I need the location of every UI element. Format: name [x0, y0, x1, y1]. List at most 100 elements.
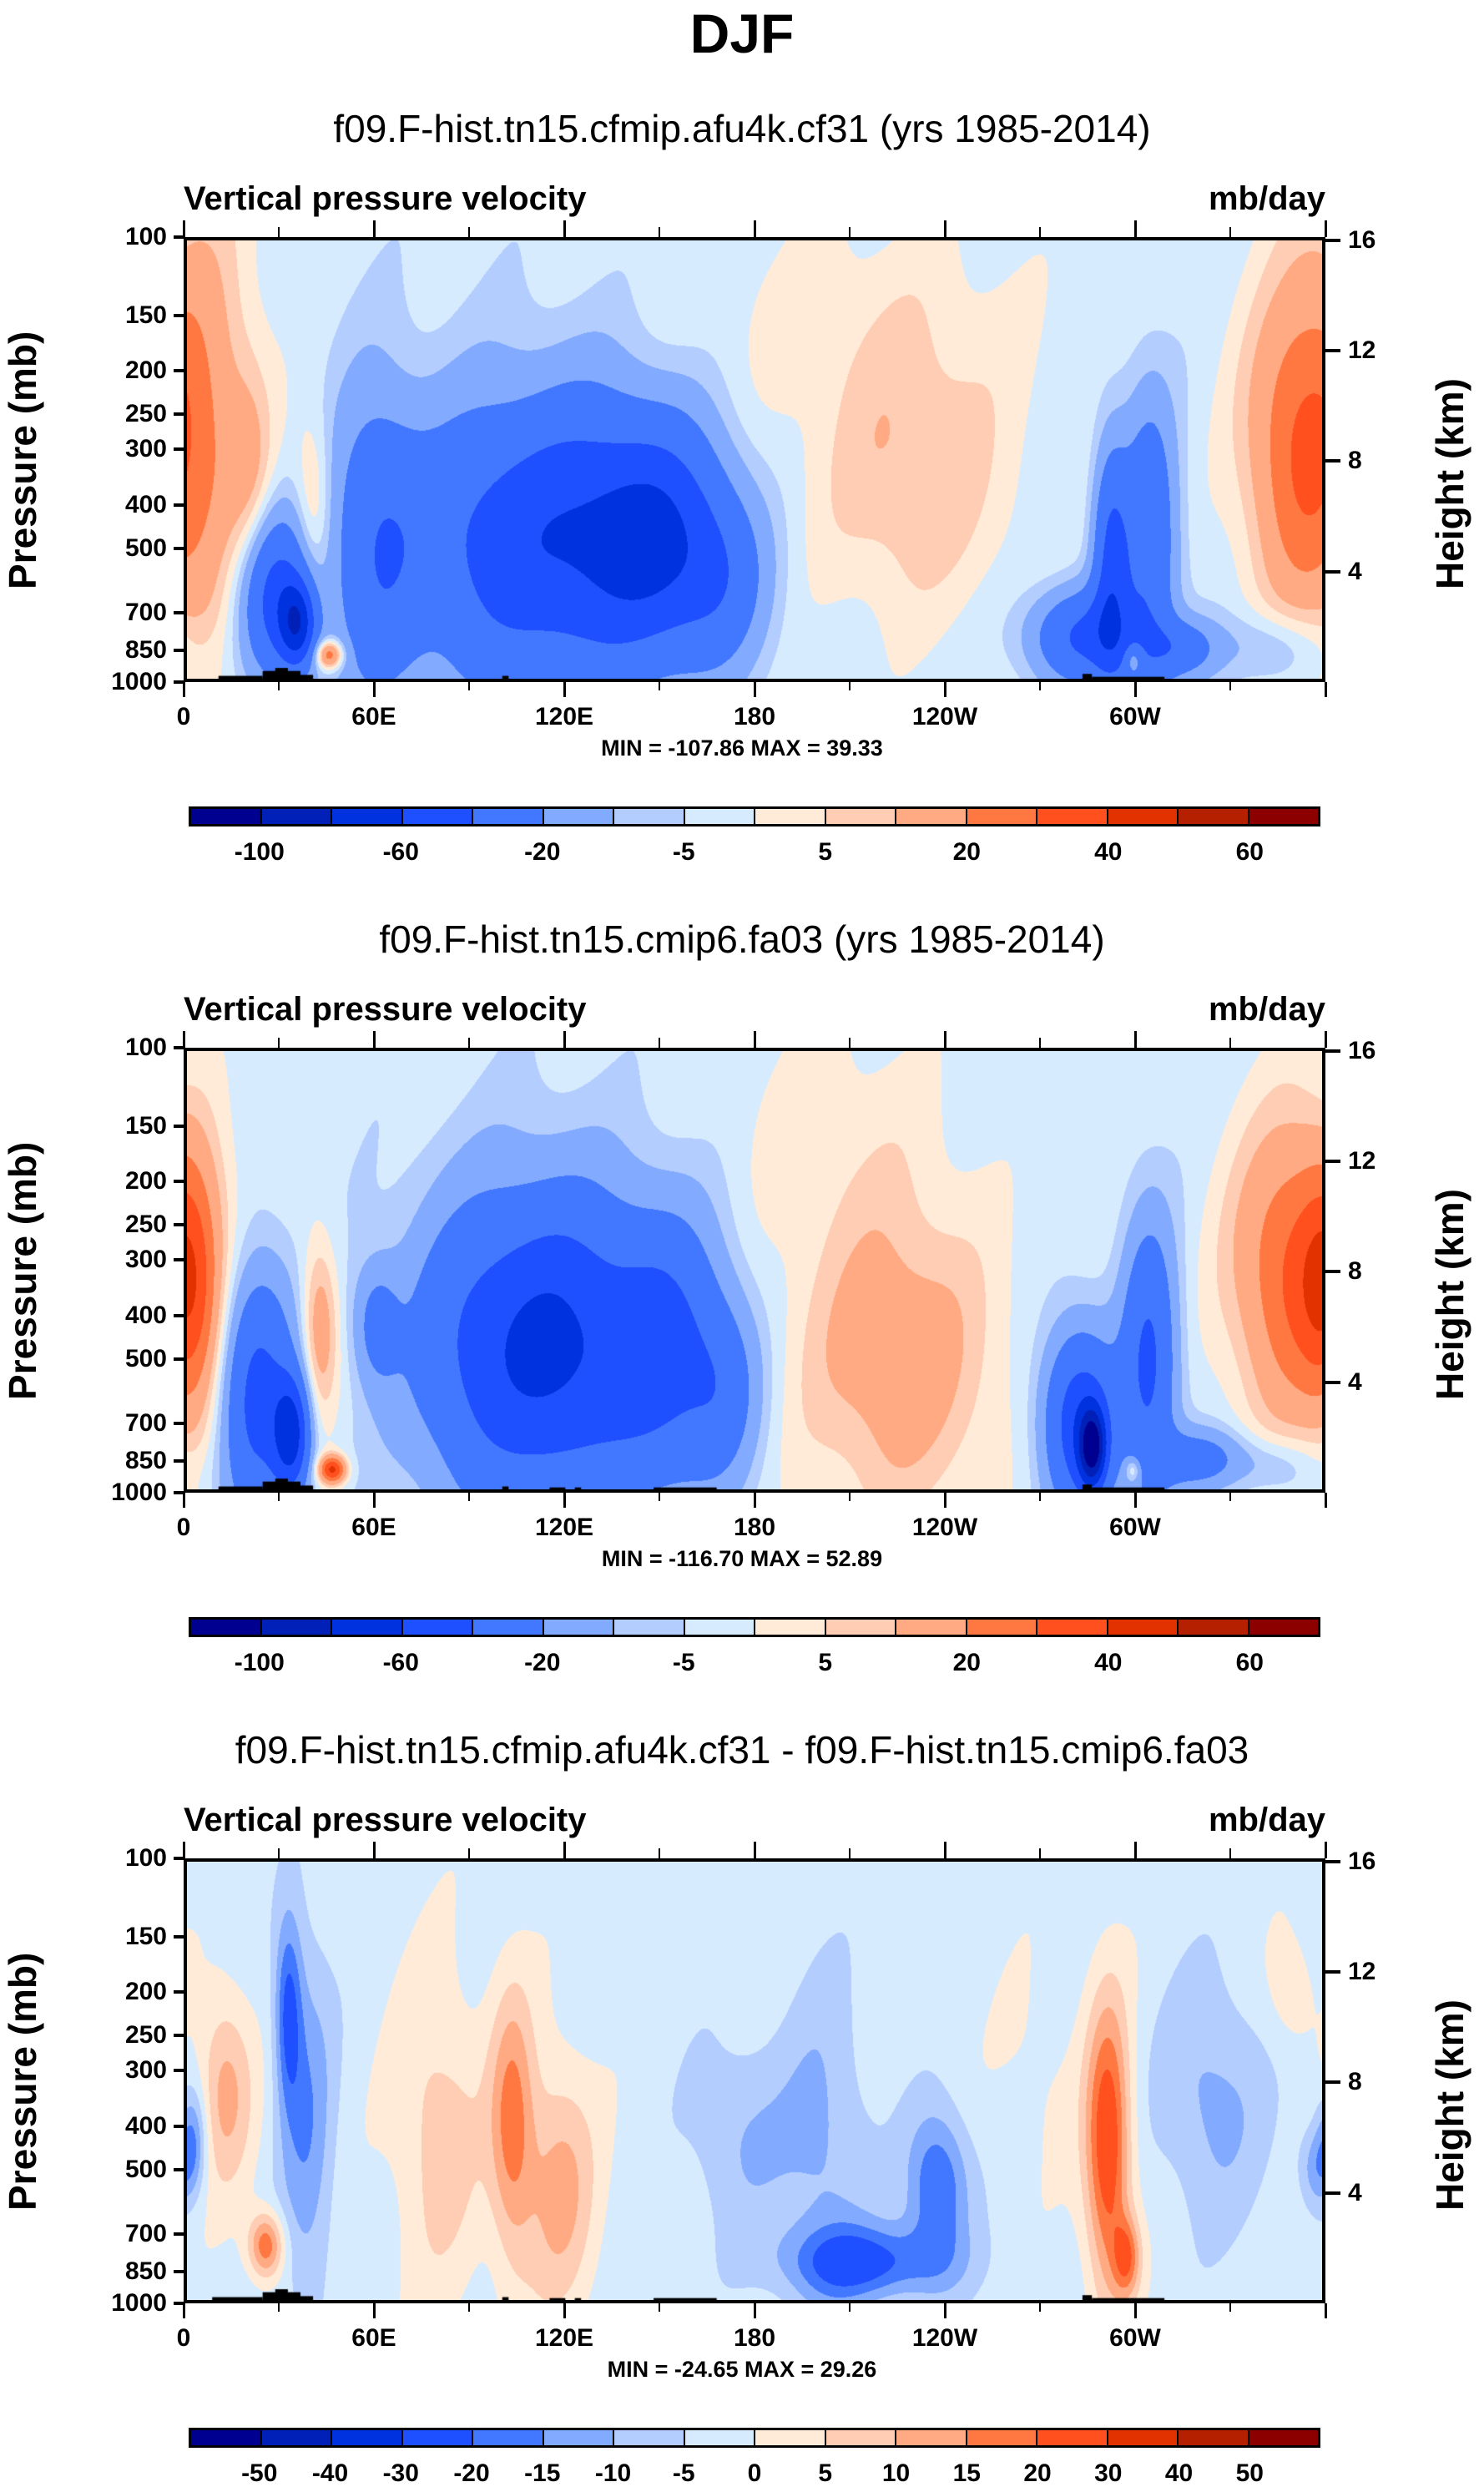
- y-tick-label: 500: [124, 533, 167, 562]
- height-tick: [1325, 1859, 1340, 1863]
- plot-area: [184, 237, 1325, 682]
- y-tick: [174, 503, 184, 507]
- colorbar-box: [755, 809, 826, 824]
- x-tick-top: [373, 1031, 376, 1048]
- colorbar-label: 20: [952, 1649, 981, 1676]
- height-tick: [1325, 1049, 1340, 1053]
- contour-field: [187, 1862, 1322, 2300]
- colorbar-box: [1108, 2430, 1179, 2445]
- x-tick-top: [1039, 227, 1041, 237]
- y-tick: [174, 1934, 184, 1939]
- colorbar-box: [543, 2430, 614, 2445]
- x-tick-top: [1039, 1848, 1041, 1858]
- x-tick-top: [1325, 220, 1327, 237]
- x-tick: [1039, 2303, 1041, 2312]
- y-tick: [174, 1124, 184, 1128]
- x-tick-top: [563, 1031, 566, 1048]
- y-tick-label: 1000: [111, 1479, 167, 1506]
- y-tick: [174, 2167, 184, 2171]
- x-tick-top: [944, 1031, 946, 1048]
- height-tick: [1325, 459, 1340, 463]
- x-tick: [944, 2303, 946, 2318]
- y-tick-label: 850: [124, 636, 167, 665]
- colorbar-box: [684, 2430, 755, 2445]
- figure-title: DJF: [689, 3, 795, 64]
- colorbar-box: [684, 809, 755, 824]
- height-tick: [1325, 349, 1340, 353]
- x-tick-top: [1229, 1848, 1231, 1858]
- y-tick: [174, 447, 184, 452]
- y-tick: [174, 2034, 184, 2038]
- units-label: mb/day: [1208, 180, 1325, 217]
- y-tick: [174, 1857, 184, 1860]
- colorbar-label: -5: [672, 1649, 695, 1676]
- y-tick: [174, 313, 184, 317]
- colorbar-label: -15: [524, 2459, 561, 2487]
- y-tick: [174, 1313, 184, 1317]
- x-tick-label: 60E: [351, 2324, 396, 2352]
- x-tick: [849, 1493, 851, 1501]
- colorbar-box: [261, 1620, 332, 1635]
- height-tick-label: 16: [1348, 225, 1376, 254]
- colorbar-box: [1037, 2430, 1108, 2445]
- x-tick-top: [1134, 220, 1137, 237]
- x-tick-label: 0: [176, 703, 191, 730]
- colorbar-box: [402, 2430, 473, 2445]
- colorbar-box: [896, 1620, 967, 1635]
- y-tick-label: 250: [124, 1211, 167, 1239]
- x-tick-top: [1039, 1038, 1041, 1048]
- height-tick: [1325, 569, 1340, 574]
- y-tick-label: 500: [124, 2155, 167, 2183]
- colorbar-box: [332, 1620, 403, 1635]
- variable-name-label: Vertical pressure velocity: [184, 1802, 587, 1838]
- x-tick: [849, 682, 851, 690]
- colorbar-label: 5: [818, 2459, 833, 2487]
- colorbar-box: [1249, 1620, 1318, 1635]
- y-tick: [174, 412, 184, 417]
- y-tick-label: 200: [124, 1978, 167, 2006]
- colorbar-box: [825, 1620, 896, 1635]
- colorbar-label: 40: [1094, 838, 1123, 866]
- y-tick: [174, 680, 184, 684]
- x-tick-label: 120W: [911, 2324, 978, 2352]
- colorbar-label: -40: [311, 2459, 349, 2487]
- colorbar-label: -60: [382, 1649, 419, 1676]
- colorbar-box: [1179, 1620, 1249, 1635]
- colorbar-label: -100: [234, 838, 285, 866]
- y-tick-label: 850: [124, 1447, 167, 1475]
- x-tick-top: [659, 1038, 660, 1048]
- x-tick-top: [563, 220, 566, 237]
- variable-name-label: Vertical pressure velocity: [184, 180, 587, 217]
- y-tick: [174, 2302, 184, 2305]
- x-tick-top: [659, 1848, 660, 1858]
- colorbar-label: -10: [594, 2459, 632, 2487]
- y-tick-label: 1000: [111, 2289, 167, 2317]
- x-tick: [373, 682, 376, 697]
- height-tick: [1325, 2191, 1340, 2195]
- colorbar-box: [684, 1620, 755, 1635]
- colorbar-label: -20: [524, 838, 561, 866]
- x-tick: [1325, 1493, 1327, 1508]
- colorbar-box: [896, 2430, 967, 2445]
- x-tick: [1325, 2303, 1327, 2318]
- x-tick: [659, 682, 660, 690]
- x-tick: [849, 2303, 851, 2312]
- y-tick-label: 700: [124, 599, 167, 627]
- x-tick: [373, 1493, 376, 1508]
- y-tick: [174, 546, 184, 550]
- y-tick-label: 400: [124, 2111, 167, 2140]
- min-max-stats: MIN = -24.65 MAX = 29.26: [607, 2357, 877, 2382]
- x-tick: [1039, 1493, 1041, 1501]
- y-tick-label: 150: [124, 1922, 167, 1950]
- x-tick-top: [849, 227, 851, 237]
- plot-area: [184, 1048, 1325, 1493]
- colorbar-box: [896, 809, 967, 824]
- x-tick-label: 60W: [1109, 703, 1161, 730]
- min-max-stats: MIN = -107.86 MAX = 39.33: [601, 735, 883, 761]
- y-tick: [174, 1180, 184, 1184]
- x-tick: [1325, 682, 1327, 697]
- x-tick-label: 120E: [534, 2324, 594, 2352]
- y-tick-label: 200: [124, 1167, 167, 1195]
- colorbar-box: [191, 1620, 262, 1635]
- height-tick-label: 4: [1348, 1367, 1362, 1396]
